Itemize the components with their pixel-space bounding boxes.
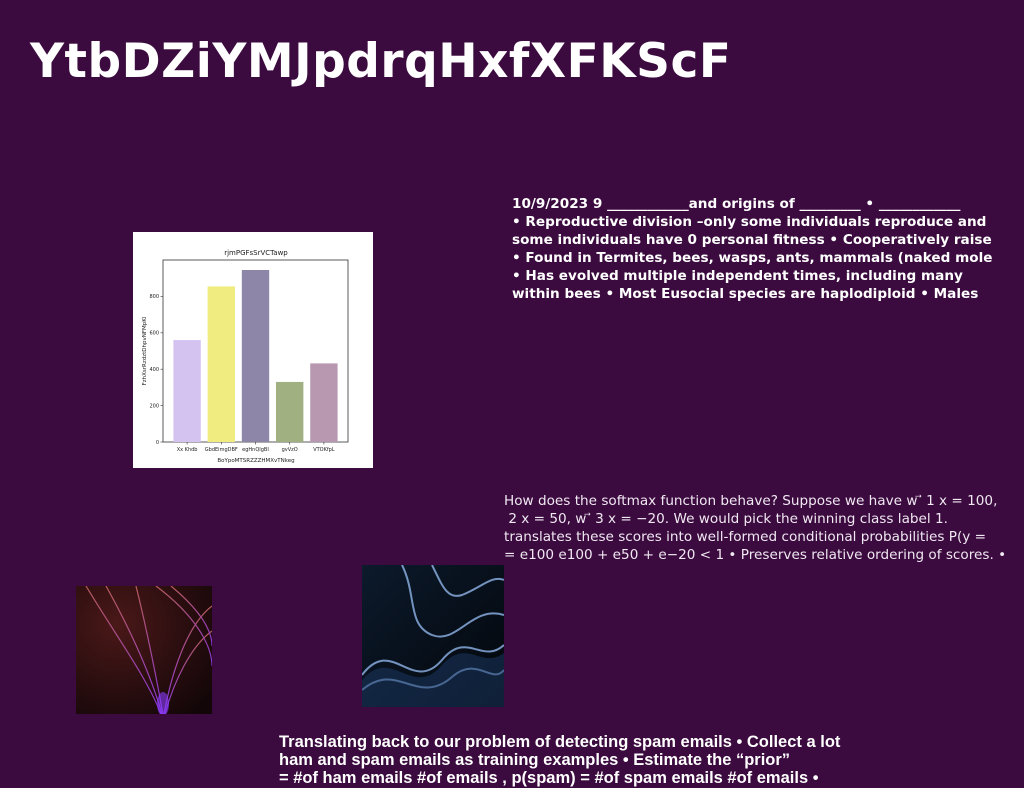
abstract-image-purple: [76, 586, 212, 714]
bar: [241, 270, 270, 442]
x-tick-label: GbdEimgDBF: [205, 447, 238, 453]
bar-group: [173, 270, 338, 442]
x-tick-label: gvVzO: [282, 447, 298, 453]
y-tick-label: 800: [149, 294, 159, 300]
text-line: • Has evolved multiple independent times…: [512, 268, 963, 284]
text-line: some individuals have 0 personal fitness…: [512, 232, 992, 248]
bar: [276, 381, 304, 442]
slide-title: YtbDZiYMJpdrqHxfXFKScF: [30, 34, 732, 89]
x-tick-label: egHnQIgBI: [242, 447, 269, 453]
purple-swirl-graphic: [76, 586, 212, 714]
x-tick-group: Xx Khdb GbdEimgDBF egHnQIgBI gvVzO VTOKfpL: [177, 442, 335, 453]
bar: [173, 340, 201, 442]
text-line: ham and spam emails as training examples…: [279, 751, 791, 769]
text-line: • Reproductive division –only some indiv…: [512, 214, 987, 230]
abstract-image-blue: [362, 565, 504, 707]
text-line: within bees • Most Eusocial species are …: [512, 286, 979, 302]
y-axis-label: FzhXsrRzdztDhpvNFMpKl: [142, 316, 148, 385]
text-line: translates these scores into well-formed…: [504, 529, 987, 545]
blue-wave-graphic: [362, 565, 504, 707]
text-line: • Found in Termites, bees, wasps, ants, …: [512, 250, 993, 266]
x-tick-label: VTOKfpL: [313, 447, 335, 453]
x-axis-label: BoYpoMTSRZZZHMXvTNkeg: [217, 458, 294, 464]
y-tick-group: 0 200 400 600 800: [149, 294, 163, 446]
bar: [207, 286, 235, 442]
x-tick-label: Xx Khdb: [177, 447, 198, 453]
text-line: ⃗ 2 x = 50, w ⃗ 3 x = −20. We would pick…: [504, 511, 948, 527]
eusocial-text-block: 10/9/2023 9 ____________and origins of _…: [512, 195, 1024, 303]
y-tick-label: 0: [156, 440, 159, 446]
spam-text-block: Translating back to our problem of detec…: [279, 733, 979, 787]
y-tick-label: 200: [149, 403, 159, 409]
y-tick-label: 600: [149, 331, 159, 337]
bar: [310, 363, 338, 442]
text-line: Translating back to our problem of detec…: [279, 733, 841, 751]
text-line: 10/9/2023 9 ____________and origins of _…: [512, 196, 961, 212]
text-line: = e100 e100 + e50 + e−20 < 1 • Preserves…: [504, 547, 1007, 563]
chart-title: rjmPGFsSrVCTawp: [224, 249, 288, 257]
text-line: How does the softmax function behave? Su…: [504, 493, 998, 509]
y-tick-label: 400: [149, 367, 159, 373]
bar-chart: rjmPGFsSrVCTawp 0 200 400 600 800 Xx Khdb Gbd…: [133, 232, 373, 468]
bar-chart-svg: rjmPGFsSrVCTawp 0 200 400 600 800 Xx Khdb Gbd…: [142, 249, 349, 464]
softmax-text-block: How does the softmax function behave? Su…: [504, 492, 1024, 564]
text-line: = #of ham emails #of emails , p(spam) = …: [279, 769, 819, 787]
